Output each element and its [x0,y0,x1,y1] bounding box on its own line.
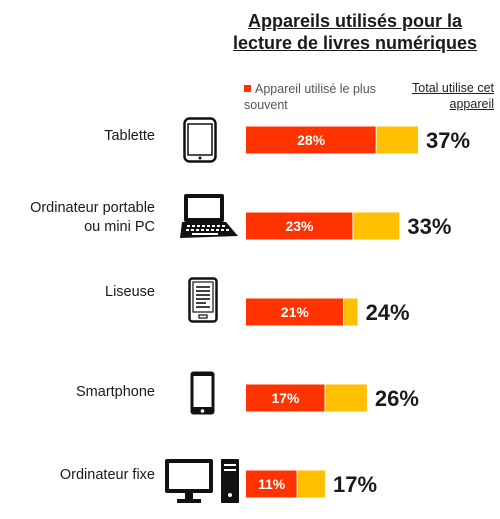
category-row-1: Ordinateur portable ou mini PC [30,199,155,237]
category-row-4: Ordinateur fixe [60,466,155,485]
tablet-icon [183,117,217,163]
category-row-0: Tablette [104,127,155,146]
desktop-computer-icon [165,459,239,503]
data-label-total: 37% [426,128,470,153]
category-label: Ordinateur fixe [59,467,155,483]
data-label-most-used: 23% [285,218,314,234]
smartphone-icon [190,371,215,415]
data-label-most-used: 11% [258,476,286,492]
laptop-icon [180,194,238,238]
data-label-total: 17% [333,472,377,497]
legend-most-used-label: Appareil utilisé le plus souvent [244,82,376,112]
ereader-icon [188,277,218,323]
bar-most-used [246,384,326,412]
data-label-total: 24% [366,300,410,325]
data-label-most-used: 17% [271,390,300,406]
category-label: Ordinateur portable ou mini PC [30,200,155,235]
bar-most-used [246,470,298,498]
legend-most-used: Appareil utilisé le plus souvent [244,81,394,113]
category-row-2: Liseuse [105,283,155,302]
data-label-total: 33% [407,214,451,239]
category-label: Smartphone [76,384,155,400]
category-label: Tablette [104,128,155,144]
category-label: Liseuse [105,284,155,300]
bar-most-used [246,212,353,240]
bar-most-used [246,298,344,326]
legend-total-label: Total utilise cet appareil [412,81,494,111]
chart-title-line-1: Appareils utilisés pour la [247,11,463,31]
legend-swatch-most-used [244,85,251,92]
data-label-most-used: 28% [297,132,326,148]
data-label-total: 26% [375,386,419,411]
data-label-most-used: 21% [281,304,310,320]
chart-title-line-2: lecture de livres numériques [232,33,478,53]
bar-most-used [246,126,377,154]
category-row-3: Smartphone [76,383,155,402]
chart-title: Appareils utilisés pour la lecture de li… [210,10,500,54]
